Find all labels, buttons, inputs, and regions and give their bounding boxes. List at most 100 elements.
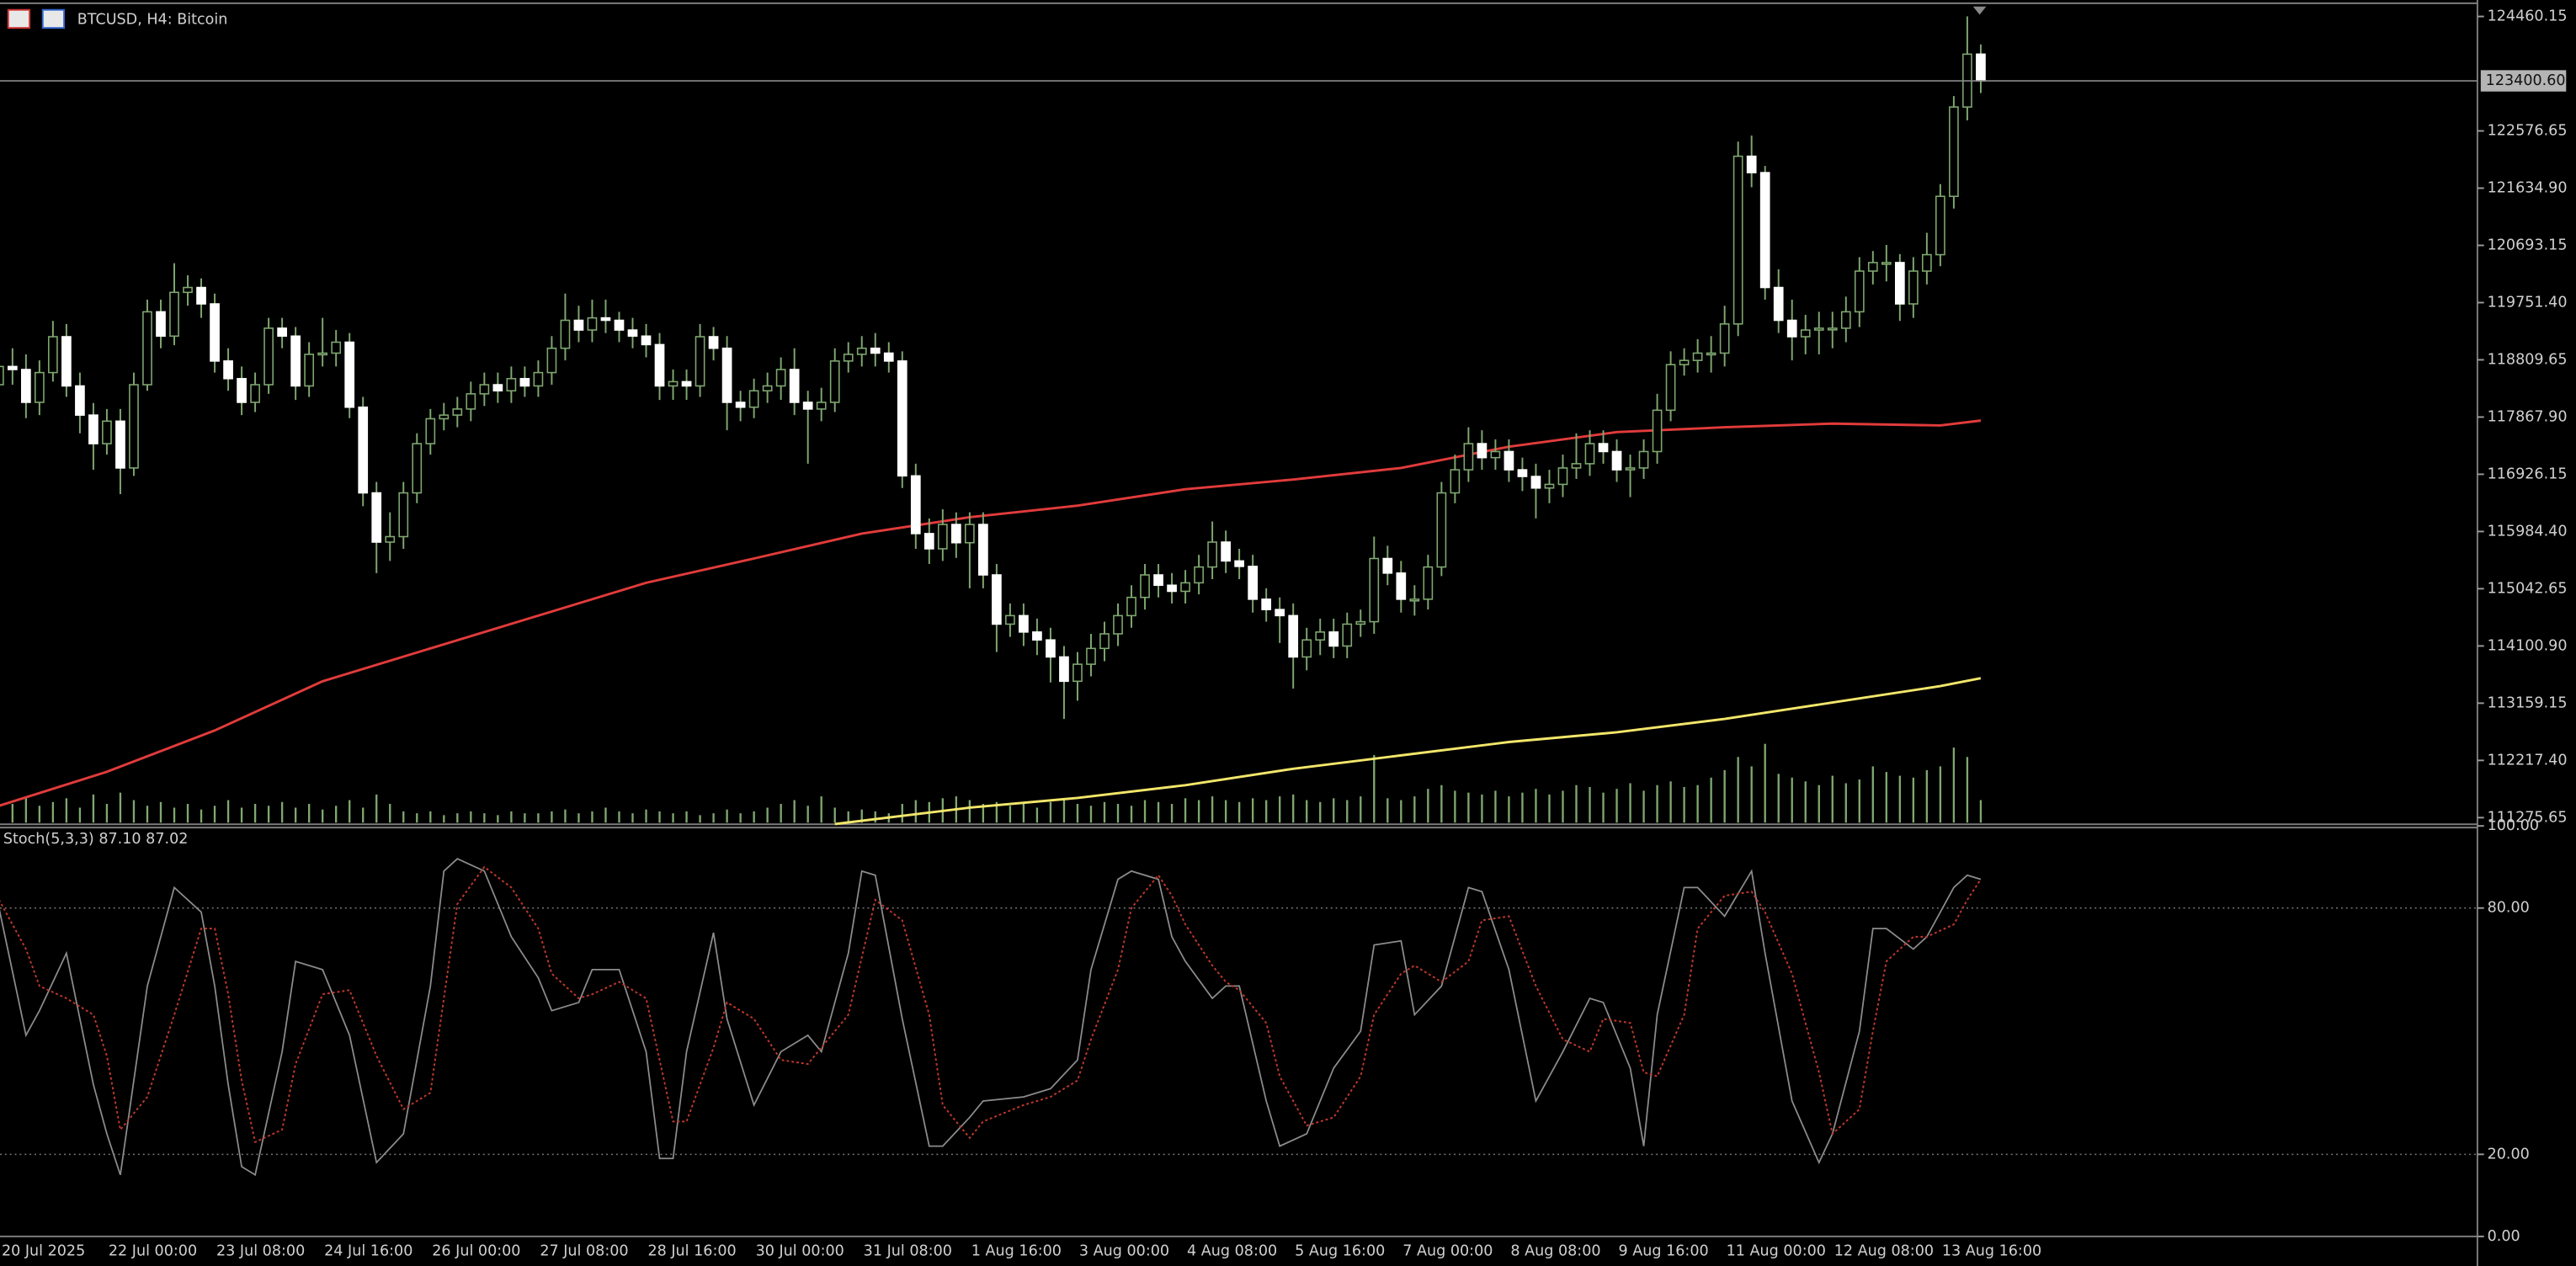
last-price-box: [2480, 70, 2567, 92]
candle-body: [641, 335, 652, 346]
candle-body: [1153, 574, 1163, 587]
candle-body: [1046, 639, 1056, 658]
volume-bar: [1440, 785, 1443, 823]
candle-body: [627, 329, 638, 338]
candle-body: [1342, 623, 1353, 647]
volume-bar: [1427, 789, 1429, 823]
y-tick-label: 115984.40: [2488, 523, 2568, 540]
volume-bar: [1333, 798, 1335, 823]
candle-body: [681, 380, 692, 387]
volume-bar: [658, 811, 661, 823]
candle-body: [1611, 450, 1622, 471]
candle-body: [237, 378, 247, 403]
x-tick-label: 3 Aug 00:00: [1079, 1242, 1169, 1259]
candle-body: [695, 336, 705, 387]
volume-bar: [470, 811, 472, 823]
candle-body: [1679, 359, 1690, 365]
candle-body: [1746, 155, 1757, 173]
candle-body: [1598, 443, 1609, 453]
volume-bar: [1912, 777, 1915, 823]
x-tick-label: 30 Jul 00:00: [756, 1242, 844, 1259]
y-tick-label: 114100.90: [2488, 637, 2568, 654]
volume-bar: [389, 804, 391, 823]
chart-title: BTCUSD, H4: Bitcoin: [77, 11, 228, 28]
candle-body: [1706, 352, 1716, 356]
volume-bar: [1292, 794, 1295, 823]
volume-bar: [1535, 789, 1537, 823]
last-price-label: 123400.60: [2486, 72, 2566, 89]
x-tick-label: 8 Aug 08:00: [1510, 1242, 1600, 1259]
candle-body: [1867, 262, 1878, 272]
volume-bar: [1103, 801, 1106, 823]
candle-body: [654, 343, 665, 387]
candle-body: [1234, 560, 1244, 567]
volume-bar: [105, 804, 109, 823]
candle-body: [883, 352, 894, 362]
candle-body: [317, 352, 328, 356]
candle-body: [748, 390, 759, 408]
candle-body: [1409, 598, 1420, 602]
volume-bar: [995, 801, 998, 823]
volume-bar: [1049, 801, 1052, 823]
volume-bar: [793, 800, 796, 823]
volume-bar: [766, 807, 769, 823]
candle-body: [1922, 253, 1932, 272]
candle-body: [183, 286, 193, 294]
volume-bar: [564, 809, 567, 823]
y-tick-label: 120693.15: [2488, 237, 2568, 253]
candle-body: [1032, 631, 1042, 641]
candle-body: [1854, 270, 1865, 313]
x-tick-label: 4 Aug 08:00: [1187, 1242, 1277, 1259]
volume-bar: [11, 804, 14, 823]
candle-body: [1072, 663, 1083, 683]
volume-bar: [1170, 804, 1174, 823]
volume-bar: [1642, 790, 1645, 823]
volume-bar: [1400, 800, 1402, 823]
volume-bar: [1791, 777, 1793, 823]
volume-bar: [1602, 792, 1605, 823]
candle-body: [1908, 270, 1919, 305]
volume-bar: [1818, 785, 1820, 823]
candle-body: [492, 384, 503, 392]
volume-bar: [1656, 785, 1658, 823]
high-marker: [1972, 6, 1987, 15]
candle-body: [1261, 598, 1272, 610]
volume-bar: [280, 801, 284, 823]
volume-bar: [349, 800, 351, 823]
candle-body: [1894, 262, 1905, 305]
volume-bar: [1251, 798, 1254, 823]
candle-body: [870, 347, 881, 354]
volume-bar: [92, 794, 95, 823]
candle-body: [937, 524, 948, 550]
y-tick-label: 112217.40: [2488, 752, 2568, 769]
candle-body: [1126, 596, 1136, 617]
candle-body: [304, 354, 315, 387]
candle-body: [1301, 639, 1312, 658]
y-tick-label: 0.00: [2488, 1228, 2520, 1245]
volume-bar: [833, 807, 836, 823]
x-tick-label: 12 Aug 08:00: [1834, 1242, 1934, 1259]
volume-bar: [146, 806, 149, 823]
candle-body: [897, 360, 907, 477]
candle-body: [1786, 319, 1797, 338]
x-tick-label: 5 Aug 16:00: [1295, 1242, 1385, 1259]
volume-bar: [1009, 806, 1012, 823]
indicator-line: [0, 865, 1982, 1144]
volume-bar: [1831, 775, 1834, 823]
candle-body: [1463, 443, 1474, 471]
candle-body: [721, 347, 732, 403]
candle-body: [115, 420, 125, 469]
candle-body: [439, 414, 450, 420]
volume-bar: [631, 813, 634, 823]
candle-body: [0, 365, 4, 386]
volume-bar: [307, 804, 311, 823]
volume-bar: [1481, 794, 1483, 823]
volume-bar: [443, 815, 445, 823]
volume-bar: [267, 806, 270, 823]
x-tick-label: 1 Aug 16:00: [971, 1242, 1062, 1259]
candle-body: [923, 533, 934, 550]
candle-body: [1019, 614, 1029, 633]
candle-body: [1450, 469, 1461, 494]
volume-bar: [322, 809, 324, 823]
volume-bar: [1508, 796, 1510, 823]
